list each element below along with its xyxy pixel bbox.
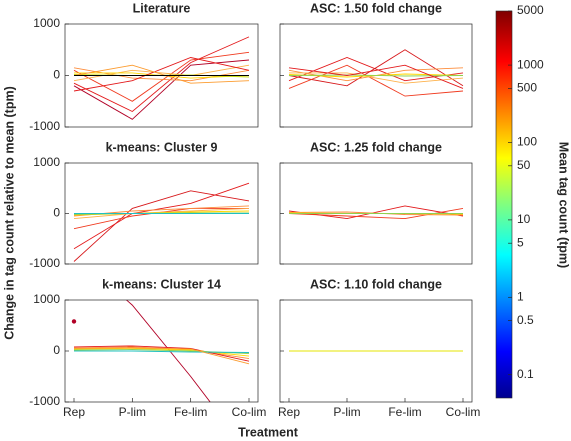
- panel-title: ASC: 1.50 fold change: [310, 1, 442, 15]
- y-tick-label: -1000: [29, 119, 60, 133]
- series-line: [73, 182, 250, 250]
- series-line: [73, 59, 250, 120]
- series-line: [288, 64, 464, 89]
- panel-title: k-means: Cluster 9: [106, 140, 218, 154]
- series-line: [73, 345, 250, 362]
- x-tick-label: Co-lim: [232, 405, 267, 419]
- panel-title: Literature: [133, 1, 191, 15]
- colorbar-tick-label: 5000: [517, 3, 544, 17]
- colorbar-tick-label: 1: [517, 289, 524, 303]
- y-tick-label: 0: [53, 343, 60, 357]
- colorbar: [495, 10, 513, 399]
- series-line: [73, 190, 250, 262]
- panel-title: k-means: Cluster 14: [102, 277, 221, 291]
- x-tick-label: P-lim: [119, 405, 146, 419]
- series-line: [288, 49, 464, 87]
- colorbar-tick-label: 10: [517, 212, 531, 226]
- colorbar-tick-label: 100: [517, 135, 537, 149]
- series-line: [288, 74, 464, 77]
- series-line: [73, 57, 250, 92]
- x-tick-label: Co-lim: [446, 405, 481, 419]
- colorbar-tick-label: 0.1: [517, 367, 534, 381]
- series-line: [74, 350, 250, 353]
- series-line: [73, 207, 250, 220]
- series-line: [125, 300, 211, 402]
- colorbar-label: Mean tag count (tpm): [557, 142, 571, 268]
- colorbar-tick-label: 5: [517, 235, 524, 249]
- series-line: [73, 36, 250, 113]
- x-tick-label: Rep: [63, 405, 85, 419]
- plot-area: [288, 49, 464, 97]
- series-line: [73, 64, 250, 84]
- y-tick-label: 1000: [33, 292, 60, 306]
- point: [71, 319, 77, 324]
- plot-area: [288, 205, 464, 220]
- series-line: [288, 64, 464, 97]
- x-axis-label: Treatment: [238, 425, 299, 439]
- colorbar-tick-label: 500: [517, 81, 537, 95]
- colorbar-tick-label: 0.5: [517, 313, 534, 327]
- colorbar-tick-label: 50: [517, 158, 531, 172]
- y-tick-label: -1000: [29, 256, 60, 270]
- panel-title: ASC: 1.10 fold change: [310, 277, 442, 291]
- plot-area: [73, 182, 250, 262]
- y-tick-label: -1000: [29, 394, 60, 408]
- y-tick-label: 1000: [33, 155, 60, 169]
- y-axis-label: Change in tag count relative to mean (tp…: [2, 86, 16, 340]
- plot-area: [71, 300, 250, 402]
- y-tick-label: 0: [53, 68, 60, 82]
- x-tick-label: Rep: [278, 405, 300, 419]
- series-line: [73, 347, 250, 357]
- colorbar-tick-label: 1000: [517, 57, 544, 71]
- x-tick-label: Fe-lim: [174, 405, 207, 419]
- plot-area: [73, 36, 250, 120]
- panel-title: ASC: 1.25 fold change: [310, 140, 442, 154]
- x-tick-label: P-lim: [333, 405, 360, 419]
- y-tick-label: 1000: [33, 16, 60, 30]
- y-tick-label: 0: [53, 206, 60, 220]
- series-line: [289, 72, 464, 84]
- series-line: [73, 347, 250, 365]
- x-tick-label: Fe-lim: [388, 405, 421, 419]
